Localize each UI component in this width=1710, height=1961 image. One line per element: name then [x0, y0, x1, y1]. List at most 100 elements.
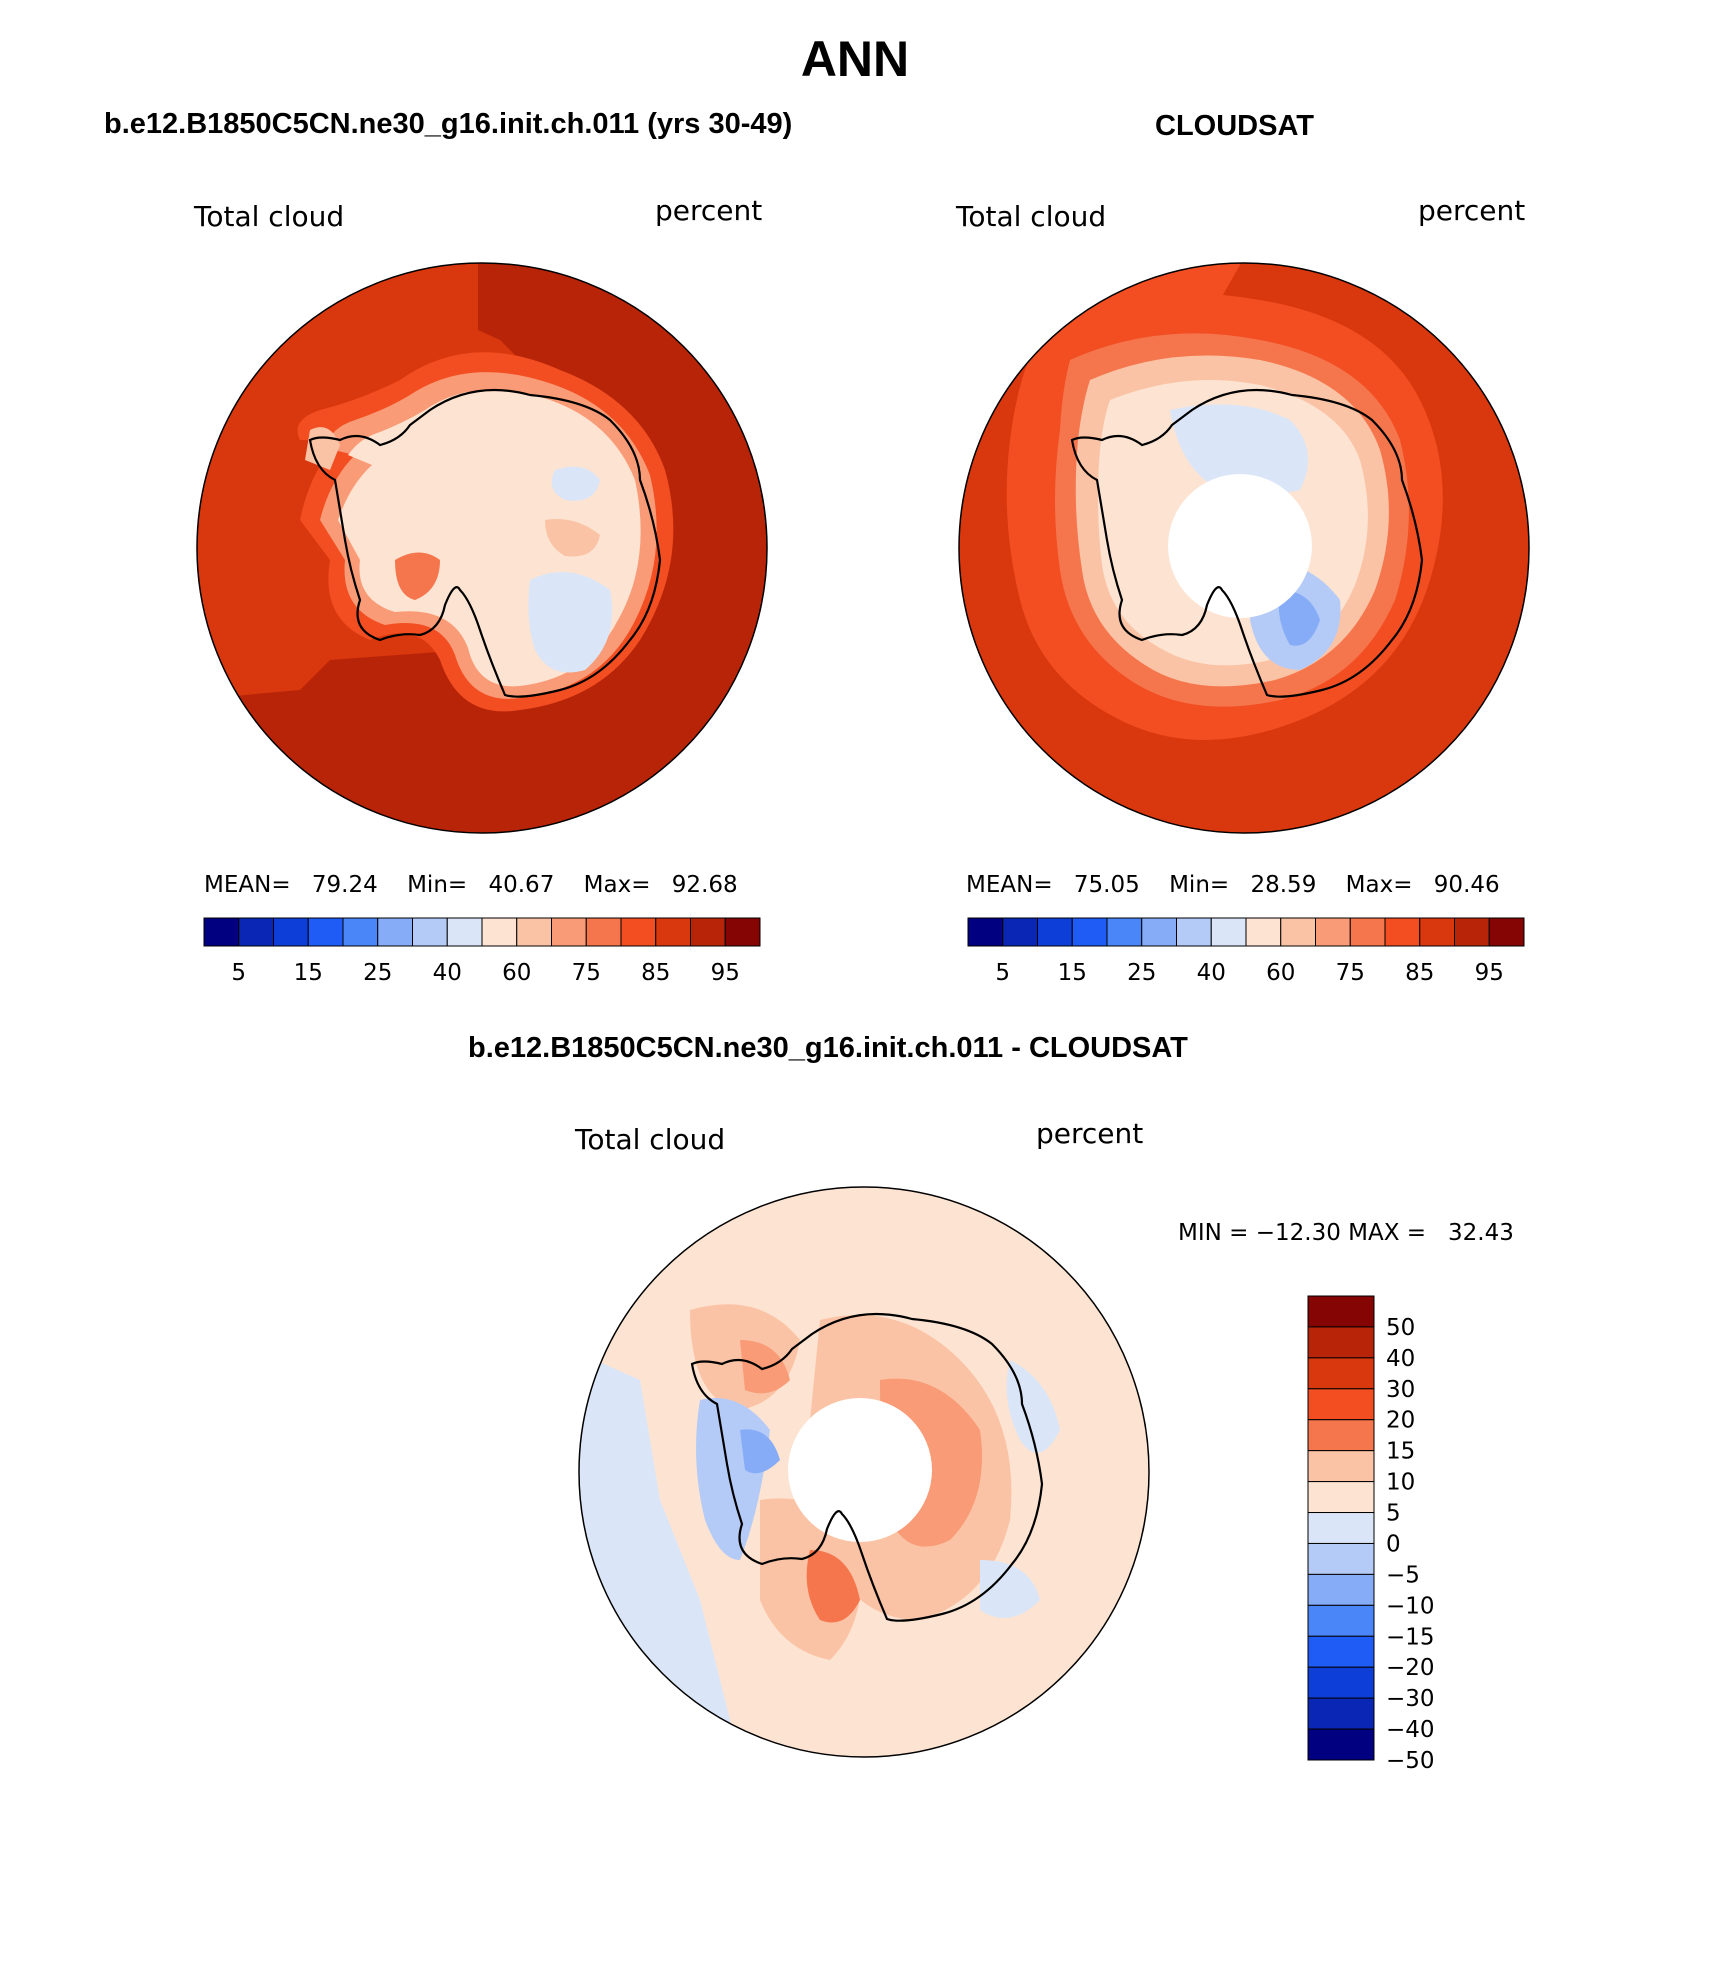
diff-colorbar-box [1307, 1728, 1375, 1761]
model-map-boundary [196, 262, 768, 834]
model-colorbar-box [690, 917, 726, 947]
diff-colorbar-box [1307, 1326, 1375, 1359]
obs-map-boundary [958, 262, 1530, 834]
obs-colorbar-box [1106, 917, 1143, 947]
obs-max-label: Max= [1345, 872, 1413, 898]
model-stats: MEAN= 79.24 Min= 40.67 Max= 92.68 [204, 872, 738, 898]
obs-stats: MEAN= 75.05 Min= 28.59 Max= 90.46 [966, 872, 1500, 898]
model-colorbar: 5 15 25 40 60 75 85 95 [203, 917, 761, 986]
model-colorbar-tick-label: 40 [433, 960, 462, 986]
model-colorbar-tick-label: 15 [294, 960, 323, 986]
obs-panel-title: CLOUDSAT [1155, 110, 1314, 142]
obs-colorbar-tick-label: 25 [1127, 960, 1156, 986]
model-mean-label: MEAN= [204, 872, 291, 898]
model-min-value: 40.67 [488, 872, 555, 898]
obs-min-value: 28.59 [1250, 872, 1317, 898]
obs-colorbar-tick-label: 60 [1266, 960, 1295, 986]
diff-colorbar-box [1307, 1419, 1375, 1452]
obs-colorbar-tick-label: 5 [995, 960, 1010, 986]
diff-colorbar-box [1307, 1573, 1375, 1606]
model-colorbar-box [377, 917, 413, 947]
model-colorbar-box [238, 917, 274, 947]
model-colorbar-box [620, 917, 657, 947]
obs-colorbar-box [1419, 917, 1455, 947]
model-colorbar-tick-label: 95 [711, 960, 740, 986]
obs-mean-value: 75.05 [1073, 872, 1140, 898]
diff-colorbar-tick-label: −20 [1386, 1655, 1435, 1681]
model-min-label: Min= [407, 872, 468, 898]
obs-colorbar-box [1245, 917, 1282, 947]
model-mean-value: 79.24 [311, 872, 378, 898]
obs-polar-hole [1168, 474, 1312, 618]
diff-colorbar-tick-label: 50 [1386, 1315, 1415, 1341]
diff-colorbar-tick-label: 20 [1386, 1408, 1415, 1434]
diff-colorbar-box [1307, 1542, 1375, 1575]
model-colorbar-tick-label: 25 [363, 960, 392, 986]
model-max-label: Max= [583, 872, 651, 898]
diff-colorbar-tick-label: 30 [1386, 1377, 1415, 1403]
obs-colorbar-box [1002, 917, 1038, 947]
obs-colorbar-box [1349, 917, 1386, 947]
obs-max-value: 90.46 [1433, 872, 1500, 898]
diff-left-label: Total cloud [575, 1123, 726, 1156]
obs-colorbar-tick-label: 85 [1405, 960, 1434, 986]
obs-colorbar-tick-label: 40 [1197, 960, 1226, 986]
model-colorbar-box [516, 917, 552, 947]
obs-colorbar-box [1488, 917, 1525, 947]
diff-colorbar-box [1307, 1295, 1375, 1328]
model-colorbar-box [307, 917, 344, 947]
diff-minmax: MIN = −12.30 MAX = 32.43 [1178, 1220, 1514, 1246]
model-colorbar-box [273, 917, 309, 947]
obs-left-label: Total cloud [956, 200, 1107, 233]
model-colorbar-box [342, 917, 379, 947]
diff-coastline [690, 1312, 1044, 1622]
diff-colorbar-tick-label: 5 [1386, 1501, 1401, 1527]
diff-colorbar-tick-label: −5 [1386, 1562, 1420, 1588]
obs-colorbar-box [1141, 917, 1177, 947]
diff-colorbar-box [1307, 1604, 1375, 1637]
diff-colorbar-tick-label: 10 [1386, 1470, 1415, 1496]
diff-colorbar-box [1307, 1697, 1375, 1730]
model-colorbar-box [412, 917, 448, 947]
obs-colorbar-box [1384, 917, 1421, 947]
diff-colorbar-tick-label: −30 [1386, 1686, 1435, 1712]
model-colorbar-box [481, 917, 518, 947]
diff-colorbar-box [1307, 1666, 1375, 1699]
diff-panel-title: b.e12.B1850C5CN.ne30_g16.init.ch.011 - C… [468, 1032, 1188, 1064]
model-coastline [308, 388, 662, 698]
obs-colorbar-tick-label: 95 [1475, 960, 1504, 986]
diff-colorbar-tick-label: −40 [1386, 1717, 1435, 1743]
model-colorbar-tick-label: 85 [641, 960, 670, 986]
model-colorbar-tick-label: 5 [231, 960, 246, 986]
model-right-label: percent [655, 194, 763, 227]
diff-colorbar-box [1307, 1635, 1375, 1668]
diff-colorbar-tick-label: −10 [1386, 1593, 1435, 1619]
obs-colorbar-box [967, 917, 1004, 947]
diff-colorbar-tick-label: −15 [1386, 1624, 1435, 1650]
obs-colorbar-box [1454, 917, 1490, 947]
diff-colorbar-box [1307, 1481, 1375, 1514]
model-colorbar-box [585, 917, 622, 947]
model-colorbar-box [203, 917, 240, 947]
obs-colorbar-box [1315, 917, 1351, 947]
model-left-label: Total cloud [194, 200, 345, 233]
diff-colorbar-box [1307, 1357, 1375, 1390]
obs-colorbar-tick-label: 75 [1336, 960, 1365, 986]
diff-colorbar-tick-label: 40 [1386, 1346, 1415, 1372]
obs-colorbar-box [1037, 917, 1073, 947]
obs-colorbar: 5 15 25 40 60 75 85 95 [967, 917, 1525, 986]
diff-right-label: percent [1036, 1117, 1144, 1150]
diff-colorbar-tick-label: 15 [1386, 1439, 1415, 1465]
obs-colorbar-box [1210, 917, 1247, 947]
diff-colorbar-tick-label: 0 [1386, 1531, 1401, 1557]
model-max-value: 92.68 [671, 872, 738, 898]
diff-polar-hole [788, 1398, 932, 1542]
obs-mean-label: MEAN= [966, 872, 1053, 898]
model-colorbar-box [446, 917, 483, 947]
model-colorbar-box [551, 917, 587, 947]
obs-right-label: percent [1418, 194, 1526, 227]
obs-colorbar-box [1071, 917, 1108, 947]
model-colorbar-tick-label: 75 [572, 960, 601, 986]
model-panel-title: b.e12.B1850C5CN.ne30_g16.init.ch.011 (yr… [104, 108, 793, 140]
